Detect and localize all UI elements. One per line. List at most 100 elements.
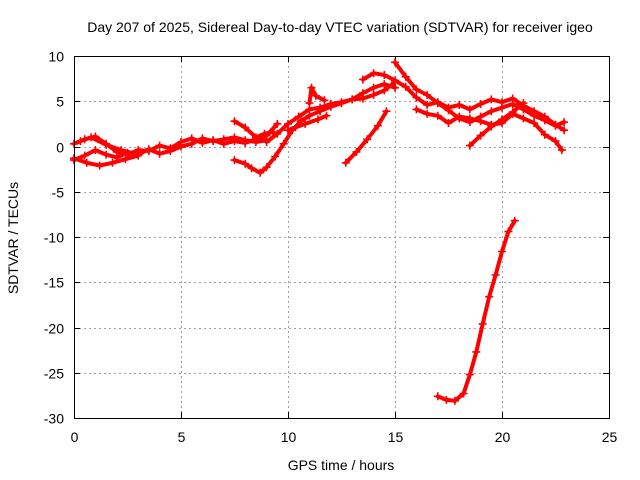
data-point-marker xyxy=(557,146,566,155)
data-point-marker xyxy=(478,319,487,328)
data-point-marker xyxy=(95,161,104,170)
data-point-marker xyxy=(487,122,496,131)
data-point-marker xyxy=(358,89,367,98)
data-point-marker xyxy=(391,83,399,92)
data-point-marker xyxy=(391,76,399,85)
data-point-marker xyxy=(382,107,391,116)
data-point-marker xyxy=(433,392,442,401)
data-point-marker xyxy=(87,133,96,142)
x-tick-label: 5 xyxy=(178,429,186,445)
data-point-marker xyxy=(108,158,117,167)
data-point-marker xyxy=(311,91,320,100)
data-point-marker xyxy=(380,80,389,89)
y-tick-label: -15 xyxy=(44,275,64,291)
data-point-marker xyxy=(262,138,271,146)
data-point-marker xyxy=(80,151,89,160)
chart-title: Day 207 of 2025, Sidereal Day-to-day VTE… xyxy=(87,19,593,35)
data-point-marker xyxy=(230,117,239,126)
data-point-marker xyxy=(423,90,432,99)
data-point-marker xyxy=(230,156,239,165)
series-trace-j xyxy=(341,107,391,167)
data-point-marker xyxy=(307,83,316,92)
x-tick-label: 25 xyxy=(602,429,618,445)
data-point-marker xyxy=(540,116,549,125)
data-point-marker xyxy=(455,100,464,109)
data-point-marker xyxy=(369,69,378,78)
x-axis-title: GPS time / hours xyxy=(288,457,395,473)
data-point-marker xyxy=(551,137,560,146)
data-point-marker xyxy=(412,105,421,114)
data-point-marker xyxy=(241,136,250,145)
data-point-marker xyxy=(423,100,432,109)
data-point-marker xyxy=(241,123,250,132)
data-point-marker xyxy=(341,158,350,167)
data-point-marker xyxy=(560,118,569,127)
data-point-marker xyxy=(273,119,282,128)
y-tick-label: -5 xyxy=(52,185,65,201)
data-point-marker xyxy=(476,117,485,126)
data-point-marker xyxy=(358,75,367,84)
data-point-marker xyxy=(241,159,250,168)
data-point-marker xyxy=(288,126,297,135)
data-point-marker xyxy=(465,105,474,114)
data-point-marker xyxy=(316,107,325,116)
y-tick-label: 5 xyxy=(56,94,64,110)
data-point-marker xyxy=(155,141,164,150)
data-point-marker xyxy=(82,158,91,167)
series-trace-d xyxy=(76,133,143,159)
data-point-marker xyxy=(450,396,459,405)
tick-labels: 0 5 10 15 20 25 -30 -25 -20 -15 -10 -5 0 5 10 xyxy=(44,49,618,446)
series-trace-b xyxy=(70,133,271,165)
data-point-marker xyxy=(256,168,265,177)
series-trace-o xyxy=(433,216,519,405)
data-point-marker xyxy=(273,129,282,138)
data-point-marker xyxy=(498,103,506,112)
data-point-marker xyxy=(487,95,496,104)
y-tick-label: -10 xyxy=(44,230,64,246)
data-point-marker xyxy=(412,93,421,102)
data-point-marker xyxy=(320,96,329,105)
data-point-marker xyxy=(314,115,322,124)
data-point-marker xyxy=(530,119,539,127)
x-tick-label: 20 xyxy=(495,429,511,445)
data-point-marker xyxy=(198,134,207,143)
data-point-marker xyxy=(433,111,442,120)
data-point-marker xyxy=(102,150,111,159)
data-point-marker xyxy=(498,247,506,256)
y-tick-label: -25 xyxy=(44,366,64,382)
data-point-marker xyxy=(177,142,185,151)
data-point-marker xyxy=(487,107,496,116)
data-point-marker xyxy=(508,100,517,108)
data-point-marker xyxy=(144,145,153,154)
data-point-marker xyxy=(433,99,442,108)
data-point-marker xyxy=(155,149,164,158)
data-series xyxy=(70,58,569,405)
data-point-marker xyxy=(465,141,474,150)
data-point-marker xyxy=(134,150,143,159)
y-tick-label: -20 xyxy=(44,321,64,337)
data-point-marker xyxy=(305,99,314,108)
data-point-marker xyxy=(530,111,539,120)
data-point-marker xyxy=(442,395,451,404)
y-tick-label: -30 xyxy=(44,411,64,427)
data-point-marker xyxy=(540,130,549,139)
data-point-marker xyxy=(209,137,218,146)
series-trace-i xyxy=(230,80,399,177)
x-tick-label: 10 xyxy=(281,429,297,445)
data-point-marker xyxy=(391,58,399,67)
series-trace xyxy=(360,71,567,133)
data-point-marker xyxy=(279,139,288,148)
data-point-marker xyxy=(296,117,305,126)
data-point-marker xyxy=(369,83,378,92)
data-point-marker xyxy=(459,389,468,398)
data-point-marker xyxy=(91,146,100,155)
data-point-marker xyxy=(465,114,474,123)
data-point-marker xyxy=(166,147,175,155)
data-point-marker xyxy=(301,119,310,128)
data-point-marker xyxy=(271,152,280,161)
plot-frame xyxy=(74,56,610,419)
data-point-marker xyxy=(412,85,421,94)
data-point-marker xyxy=(485,292,494,301)
data-point-marker xyxy=(373,121,382,130)
